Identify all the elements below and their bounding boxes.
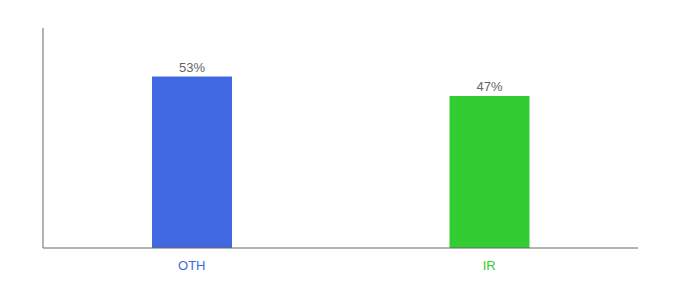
svg-text:53%: 53% <box>179 60 205 75</box>
svg-text:OTH: OTH <box>178 258 205 273</box>
svg-text:47%: 47% <box>476 79 502 94</box>
svg-text:IR: IR <box>483 258 496 273</box>
